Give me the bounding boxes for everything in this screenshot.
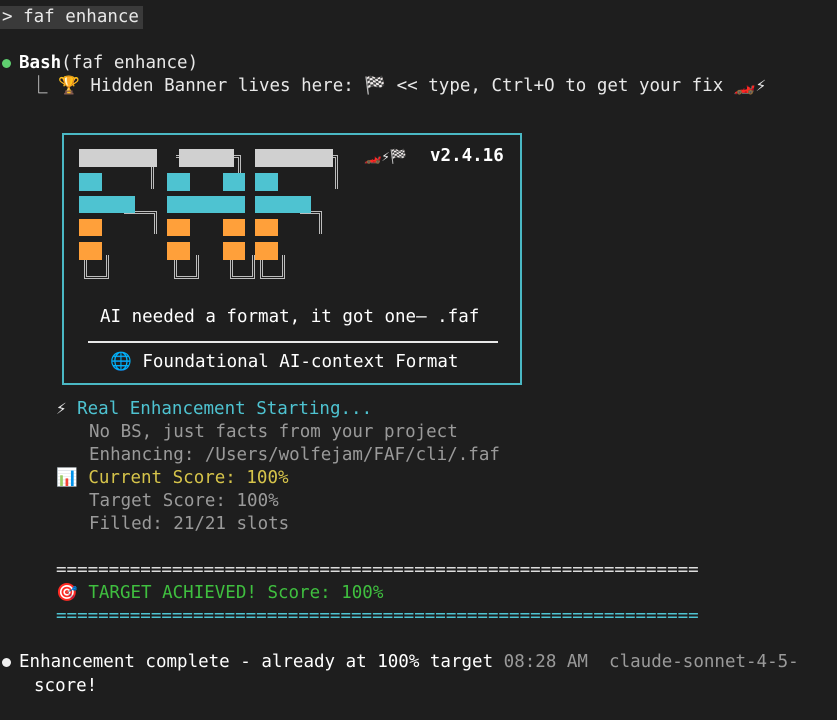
- hidden-banner-hint: Hidden Banner lives here: 🏁 << type, Ctr…: [79, 76, 767, 96]
- bullet-icon: [2, 657, 11, 667]
- enhance-line-1: No BS, just facts from your project: [89, 422, 458, 442]
- tool-output-line[interactable]: ⎿ 🏆 Hidden Banner lives here: 🏁 << type,…: [30, 75, 766, 98]
- target-score: Target Score: 100%: [89, 491, 279, 511]
- model-name: claude-sonnet-4-5-: [609, 652, 799, 672]
- bar-chart-icon: 📊: [56, 468, 78, 488]
- enhance-heading: Real Enhancement Starting...: [77, 399, 373, 419]
- status-dot-icon: [2, 58, 11, 68]
- final-message-line: Enhancement complete - already at 100% t…: [2, 651, 799, 674]
- tagline: AI needed a format, it got one— .faf: [100, 307, 480, 327]
- subtitle-line: 🌐 Foundational AI-context Format: [110, 351, 458, 374]
- tree-branch-icon: ⎿: [30, 76, 59, 96]
- enhance-heading-line: ⚡ Real Enhancement Starting...: [56, 398, 372, 421]
- bolt-icon: ⚡: [56, 399, 67, 419]
- separator-bottom: ========================================…: [56, 606, 699, 626]
- tool-args: (faf enhance): [61, 53, 199, 73]
- current-score: Current Score: 100%: [88, 468, 289, 488]
- enhance-path: Enhancing: /Users/wolfejam/FAF/cli/.faf: [89, 445, 500, 465]
- globe-icon: 🌐: [110, 352, 132, 372]
- separator-top: ========================================…: [56, 560, 699, 580]
- current-score-line: 📊 Current Score: 100%: [56, 467, 289, 490]
- filled-slots: Filled: 21/21 slots: [89, 514, 290, 534]
- race-car-flag-icon: 🏎️⚡🏁: [364, 149, 408, 165]
- tool-name: Bash: [19, 53, 62, 73]
- timestamp: 08:28 AM: [503, 652, 588, 672]
- target-achieved: TARGET ACHIEVED! Score: 100%: [88, 583, 384, 603]
- trophy-icon: 🏆: [58, 76, 80, 96]
- version-label: v2.4.16: [430, 146, 504, 166]
- final-message-continued: score!: [34, 676, 98, 696]
- faf-banner: 🏎️⚡🏁 v2.4.16 AI needed a format, it got …: [62, 133, 522, 385]
- tool-call-line: Bash(faf enhance): [2, 52, 198, 75]
- subtitle: Foundational AI-context Format: [142, 352, 459, 372]
- target-icon: 🎯: [56, 583, 78, 603]
- banner-divider: [88, 341, 498, 343]
- user-prompt: > faf enhance: [0, 6, 143, 29]
- final-message: Enhancement complete - already at 100% t…: [19, 652, 494, 672]
- target-achieved-line: 🎯 TARGET ACHIEVED! Score: 100%: [56, 582, 383, 605]
